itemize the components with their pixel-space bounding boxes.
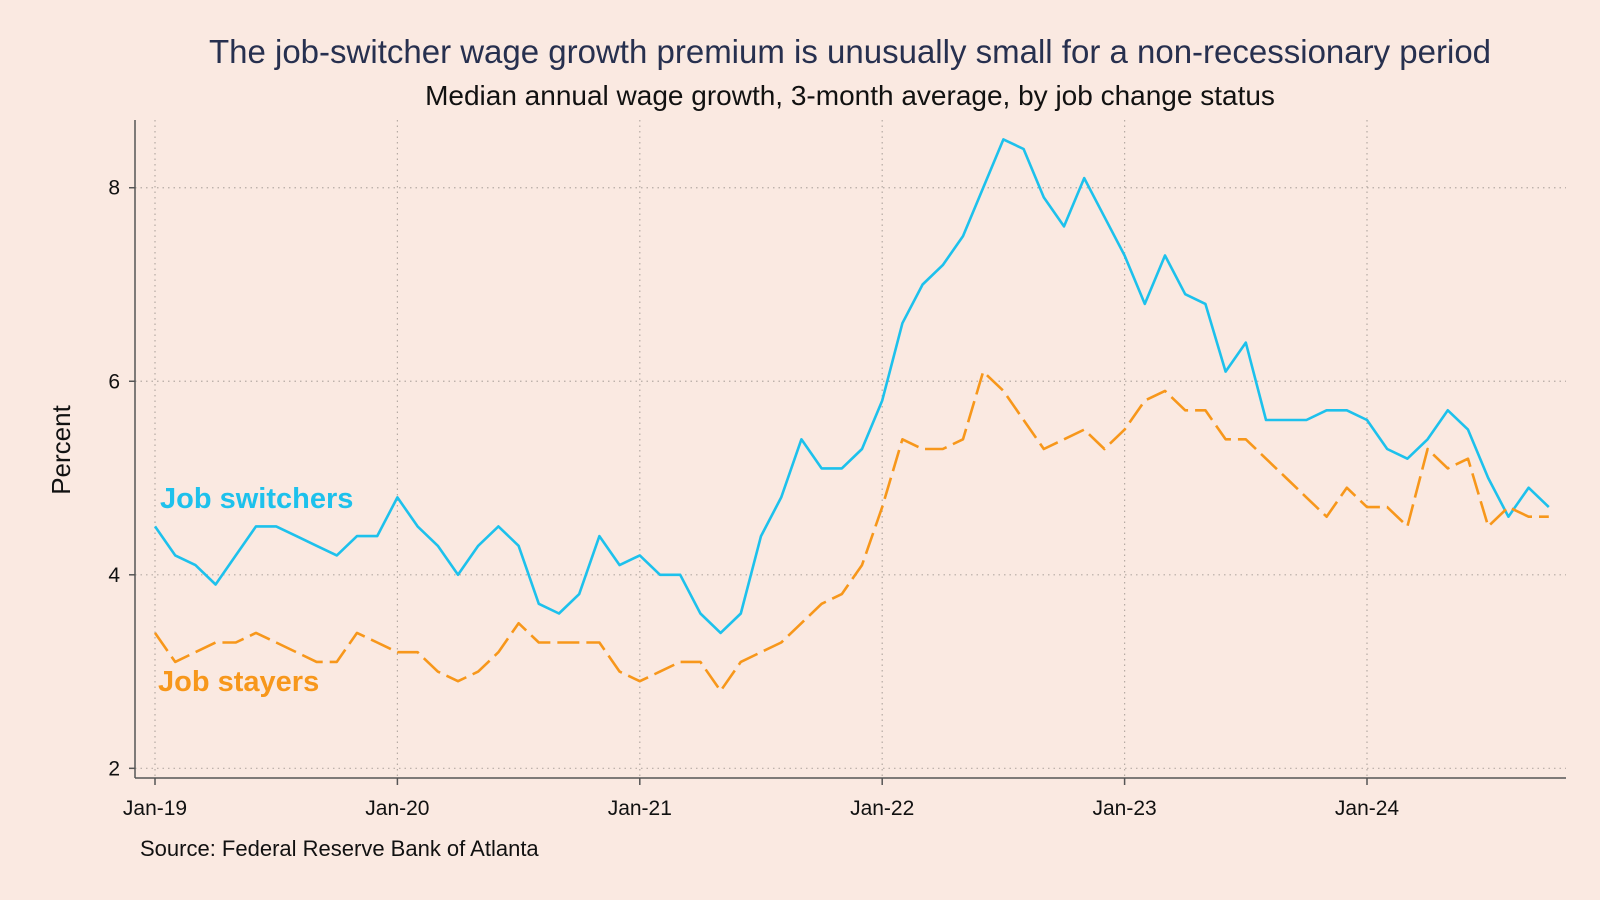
y-tick-label: 6 [108, 370, 120, 393]
x-tick-label: Jan-24 [1335, 797, 1400, 820]
x-ticks: Jan-19 Jan-20 Jan-21 Jan-22 Jan-23 Jan-24 [123, 778, 1400, 820]
y-tick-label: 8 [108, 177, 120, 200]
chart-title: The job-switcher wage growth premium is … [209, 33, 1491, 70]
source-note: Source: Federal Reserve Bank of Atlanta [140, 836, 539, 861]
series-line-job-stayers [153, 370, 1549, 693]
axes [134, 120, 1566, 779]
x-tick-label: Jan-20 [365, 797, 429, 820]
y-tick-label: 2 [108, 757, 120, 780]
series-line-job-switchers [153, 138, 1550, 635]
series-lines [153, 138, 1550, 693]
chart-subtitle: Median annual wage growth, 3-month avera… [425, 80, 1275, 111]
series-label-job-stayers: Job stayers [158, 666, 319, 698]
x-tick-label: Jan-23 [1092, 797, 1156, 820]
x-tick-label: Jan-19 [123, 797, 187, 820]
series-label-job-switchers: Job switchers [160, 483, 353, 515]
x-tick-label: Jan-21 [608, 797, 672, 820]
y-axis-title: Percent [46, 404, 76, 494]
y-tick-label: 4 [108, 564, 120, 587]
gridlines [135, 120, 1566, 778]
y-ticks: 2 4 6 8 [108, 177, 135, 780]
x-tick-label: Jan-22 [850, 797, 914, 820]
